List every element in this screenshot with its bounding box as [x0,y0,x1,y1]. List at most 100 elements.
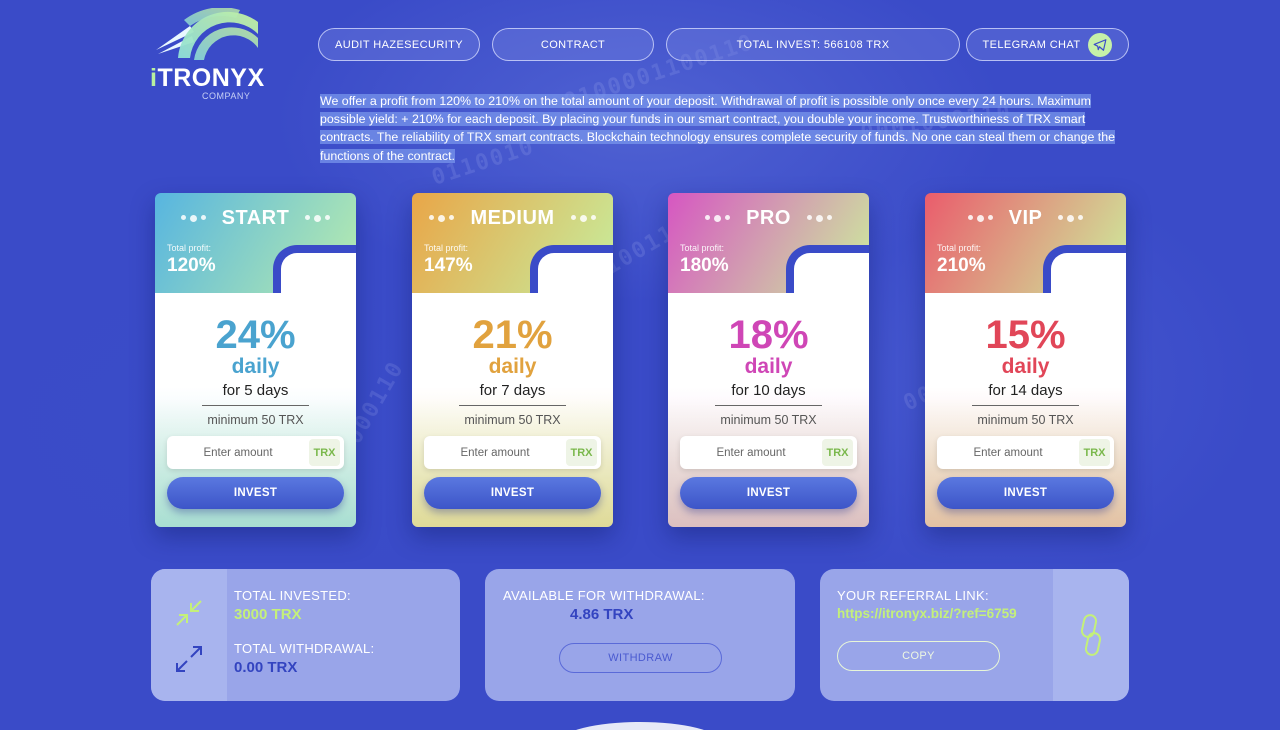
dots-right-icon [806,215,832,222]
plan-card-title-row: START [155,207,356,230]
contract-button-label: CONTRACT [540,38,606,51]
referral-panel-side[interactable] [1053,569,1129,701]
dots-left-icon [429,215,455,222]
daily-label: daily [744,355,793,378]
invest-button[interactable]: INVEST [167,477,344,509]
dots-right-icon [570,215,596,222]
available-withdrawal-value: 4.86 TRX [570,606,634,623]
total-invested-value: 3000 TRX [234,606,302,623]
audit-button[interactable]: AUDIT HAZESECURITY [318,28,480,61]
logo-swoosh-icon [156,8,258,60]
stats-panel-side [151,569,227,701]
arrows-outward-icon [176,646,202,672]
invest-button[interactable]: INVEST [937,477,1114,509]
total-profit-label: Total profit: [167,243,212,253]
plan-card-vip: VIP Total profit: 210% 15% daily for 14 … [925,193,1126,527]
plan-card-title-row: VIP [925,207,1126,230]
logo-subtitle: COMPANY [202,91,251,101]
plan-duration: for 14 days [988,382,1063,399]
daily-percent: 21% [472,313,553,357]
plan-card-pro: PRO Total profit: 180% 18% daily for 10 … [668,193,869,527]
total-invest-badge[interactable]: TOTAL INVEST: 566108 TRX [666,28,960,61]
total-profit-value: 210% [937,255,986,276]
plan-duration: for 7 days [479,382,546,399]
audit-button-label: AUDIT HAZESECURITY [334,38,463,51]
plan-minimum: minimum 50 TRX [464,413,561,427]
intro-paragraph: We offer a profit from 120% to 210% on t… [320,94,1116,163]
invest-button[interactable]: INVEST [424,477,601,509]
amount-input-box: TRX [680,436,857,469]
total-profit-value: 120% [167,255,216,276]
chain-link-icon [1080,614,1102,656]
dots-right-icon [305,215,331,222]
withdraw-panel: AVAILABLE FOR WITHDRAWAL: 4.86 TRX WITHD… [485,569,795,701]
plan-duration: for 10 days [731,382,806,399]
contract-button[interactable]: CONTRACT [492,28,654,61]
telegram-chat-button[interactable]: TELEGRAM CHAT [966,28,1129,61]
dots-right-icon [1058,215,1084,222]
paper-plane-icon [1088,32,1113,57]
total-profit-label: Total profit: [424,243,469,253]
plan-duration: for 5 days [222,382,289,399]
amount-input-box: TRX [167,436,344,469]
amount-input[interactable] [680,436,822,469]
currency-tag: TRX [1079,439,1110,466]
total-invest-label: TOTAL INVEST: 566108 TRX [736,38,890,51]
amount-input[interactable] [167,436,309,469]
logo-wordmark: iTRONYX [150,64,265,92]
plan-name: PRO [746,207,791,229]
plan-card-notch [530,245,613,293]
plan-minimum: minimum 50 TRX [207,413,304,427]
stats-panel: TOTAL INVESTED: 3000 TRX TOTAL WITHDRAWA… [151,569,460,701]
daily-label: daily [231,355,280,378]
total-profit-label: Total profit: [680,243,725,253]
total-withdrawal-value: 0.00 TRX [234,659,298,676]
dots-left-icon [180,215,206,222]
invest-button[interactable]: INVEST [680,477,857,509]
currency-tag: TRX [309,439,340,466]
amount-input-box: TRX [937,436,1114,469]
plan-divider [202,405,309,406]
daily-percent: 15% [985,313,1066,357]
daily-label: daily [488,355,537,378]
total-profit-value: 180% [680,255,729,276]
dots-left-icon [967,215,993,222]
amount-input[interactable] [424,436,566,469]
referral-link-value[interactable]: https://itronyx.biz/?ref=6759 [837,606,1017,621]
daily-percent: 18% [728,313,809,357]
plan-minimum: minimum 50 TRX [977,413,1074,427]
plan-card-start: START Total profit: 120% 24% daily for 5… [155,193,356,527]
copy-button[interactable]: COPY [837,641,1000,671]
referral-link-label: YOUR REFERRAL LINK: [837,588,989,603]
logo[interactable]: iTRONYX COMPANY [150,8,265,101]
plan-card-medium: MEDIUM Total profit: 147% 21% daily for … [412,193,613,527]
plan-divider [715,405,822,406]
withdraw-button[interactable]: WITHDRAW [559,643,722,673]
total-withdrawal-label: TOTAL WITHDRAWAL: [234,641,375,656]
plan-name: VIP [1008,207,1043,229]
daily-percent: 24% [215,313,296,357]
plan-name: MEDIUM [470,207,555,229]
plan-card-title-row: PRO [668,207,869,230]
plan-card-notch [273,245,356,293]
total-invested-label: TOTAL INVESTED: [234,588,351,603]
plan-name: START [221,207,290,229]
amount-input[interactable] [937,436,1079,469]
arrows-inward-icon [176,600,202,626]
total-profit-value: 147% [424,255,473,276]
plan-divider [459,405,566,406]
plan-card-notch [786,245,869,293]
plan-card-notch [1043,245,1126,293]
telegram-chat-label: TELEGRAM CHAT [982,38,1081,51]
plan-minimum: minimum 50 TRX [720,413,817,427]
dots-left-icon [705,215,731,222]
amount-input-box: TRX [424,436,601,469]
total-profit-label: Total profit: [937,243,982,253]
referral-panel: YOUR REFERRAL LINK: https://itronyx.biz/… [820,569,1129,701]
scroll-hint-arc [560,722,720,730]
currency-tag: TRX [822,439,853,466]
daily-label: daily [1001,355,1050,378]
available-withdrawal-label: AVAILABLE FOR WITHDRAWAL: [503,588,705,603]
intro-text: We offer a profit from 120% to 210% on t… [320,92,1130,165]
currency-tag: TRX [566,439,597,466]
